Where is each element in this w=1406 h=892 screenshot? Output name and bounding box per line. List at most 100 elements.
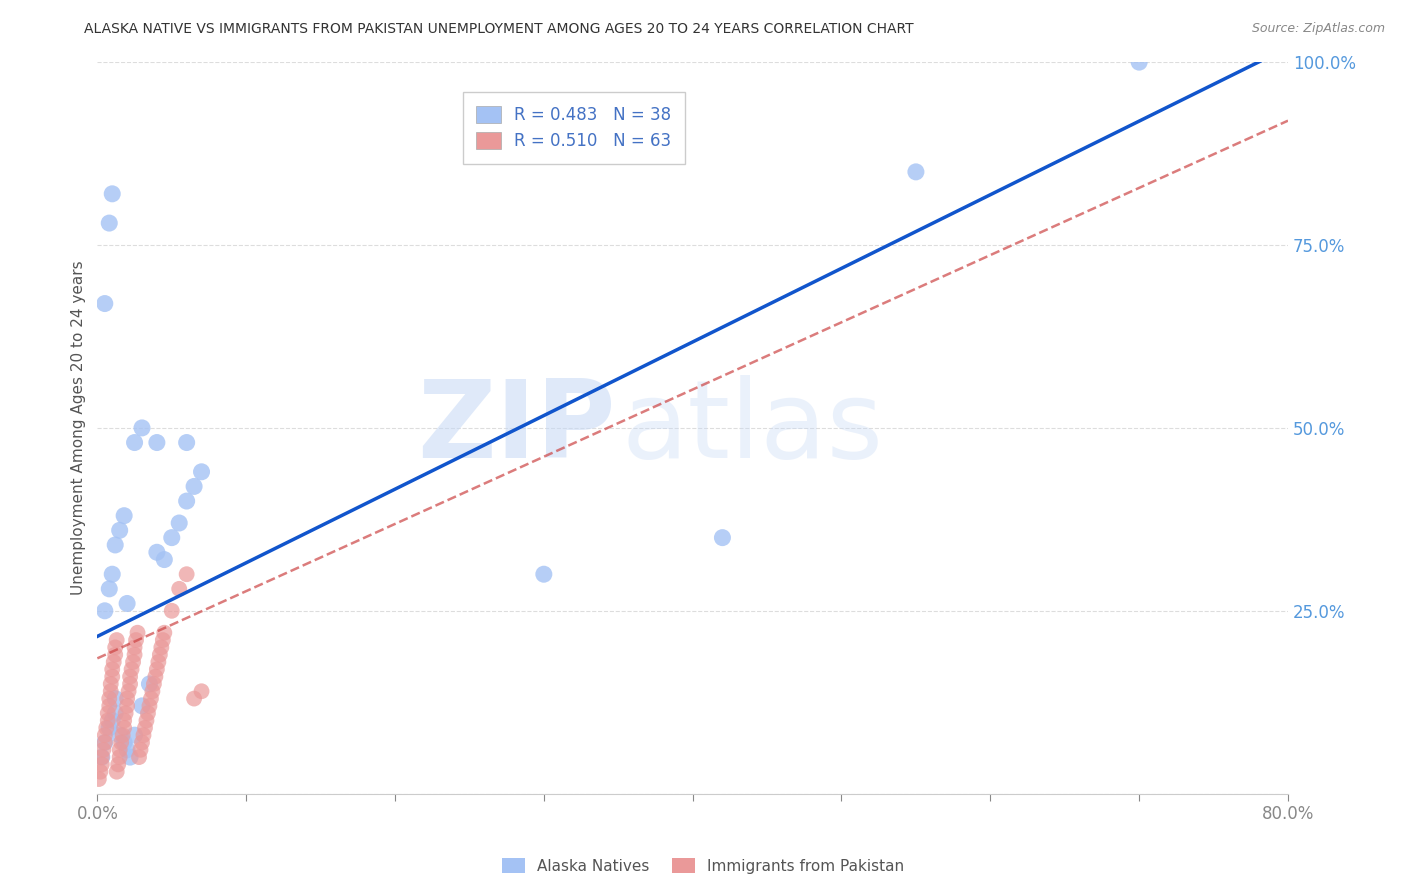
Text: atlas: atlas bbox=[621, 375, 883, 481]
Point bbox=[107, 757, 129, 772]
Point bbox=[108, 750, 131, 764]
Point bbox=[142, 677, 165, 691]
Point bbox=[136, 706, 159, 721]
Point bbox=[98, 721, 121, 735]
Point bbox=[101, 714, 124, 728]
Point bbox=[167, 516, 190, 530]
Y-axis label: Unemployment Among Ages 20 to 24 years: Unemployment Among Ages 20 to 24 years bbox=[72, 260, 86, 595]
Point bbox=[98, 582, 121, 596]
Point bbox=[87, 772, 110, 786]
Point bbox=[108, 728, 131, 742]
Point bbox=[141, 684, 163, 698]
Text: ZIP: ZIP bbox=[416, 375, 616, 481]
Point bbox=[104, 648, 127, 662]
Point bbox=[146, 545, 169, 559]
Point bbox=[146, 435, 169, 450]
Point bbox=[121, 662, 143, 676]
Point bbox=[114, 706, 136, 721]
Point bbox=[145, 670, 167, 684]
Point bbox=[128, 750, 150, 764]
Point bbox=[183, 479, 205, 493]
Legend: R = 0.483   N = 38, R = 0.510   N = 63: R = 0.483 N = 38, R = 0.510 N = 63 bbox=[463, 93, 685, 164]
Point bbox=[94, 735, 117, 749]
Point bbox=[138, 698, 160, 713]
Point bbox=[131, 735, 153, 749]
Point bbox=[100, 677, 122, 691]
Point bbox=[115, 698, 138, 713]
Legend: Alaska Natives, Immigrants from Pakistan: Alaska Natives, Immigrants from Pakistan bbox=[495, 852, 911, 880]
Point bbox=[117, 684, 139, 698]
Point bbox=[104, 538, 127, 552]
Point bbox=[127, 625, 149, 640]
Point bbox=[120, 677, 142, 691]
Point bbox=[98, 216, 121, 230]
Point bbox=[105, 764, 128, 779]
Point bbox=[115, 743, 138, 757]
Point bbox=[101, 186, 124, 201]
Point bbox=[904, 165, 927, 179]
Point bbox=[135, 714, 157, 728]
Point bbox=[1128, 55, 1150, 70]
Point bbox=[100, 684, 122, 698]
Point bbox=[112, 721, 135, 735]
Point bbox=[112, 735, 135, 749]
Point bbox=[129, 743, 152, 757]
Point bbox=[176, 567, 198, 582]
Point bbox=[131, 421, 153, 435]
Point bbox=[176, 494, 198, 508]
Point bbox=[97, 714, 120, 728]
Point bbox=[131, 698, 153, 713]
Point bbox=[152, 633, 174, 648]
Text: Source: ZipAtlas.com: Source: ZipAtlas.com bbox=[1251, 22, 1385, 36]
Point bbox=[711, 531, 734, 545]
Point bbox=[94, 728, 117, 742]
Point bbox=[160, 531, 183, 545]
Point bbox=[101, 567, 124, 582]
Point bbox=[190, 684, 212, 698]
Point bbox=[97, 706, 120, 721]
Point bbox=[124, 648, 146, 662]
Point bbox=[112, 714, 135, 728]
Point bbox=[167, 582, 190, 596]
Point bbox=[94, 604, 117, 618]
Point bbox=[149, 648, 172, 662]
Point bbox=[132, 728, 155, 742]
Point bbox=[101, 670, 124, 684]
Point bbox=[176, 435, 198, 450]
Point bbox=[101, 662, 124, 676]
Point bbox=[122, 655, 145, 669]
Point bbox=[124, 640, 146, 655]
Point bbox=[110, 735, 132, 749]
Point bbox=[150, 640, 173, 655]
Point bbox=[103, 655, 125, 669]
Point bbox=[124, 728, 146, 742]
Point bbox=[139, 691, 162, 706]
Point bbox=[120, 750, 142, 764]
Text: ALASKA NATIVE VS IMMIGRANTS FROM PAKISTAN UNEMPLOYMENT AMONG AGES 20 TO 24 YEARS: ALASKA NATIVE VS IMMIGRANTS FROM PAKISTA… bbox=[84, 22, 914, 37]
Point bbox=[146, 662, 169, 676]
Point bbox=[90, 750, 112, 764]
Point bbox=[89, 764, 111, 779]
Point bbox=[115, 691, 138, 706]
Point bbox=[104, 640, 127, 655]
Point bbox=[96, 721, 118, 735]
Point bbox=[120, 670, 142, 684]
Point bbox=[533, 567, 555, 582]
Point bbox=[94, 735, 117, 749]
Point bbox=[111, 728, 134, 742]
Point bbox=[125, 633, 148, 648]
Point bbox=[90, 757, 112, 772]
Point bbox=[153, 552, 176, 566]
Point bbox=[190, 465, 212, 479]
Point bbox=[108, 524, 131, 538]
Point bbox=[160, 604, 183, 618]
Point bbox=[183, 691, 205, 706]
Point bbox=[108, 743, 131, 757]
Point bbox=[153, 625, 176, 640]
Point bbox=[104, 691, 127, 706]
Point bbox=[115, 597, 138, 611]
Point bbox=[105, 633, 128, 648]
Point bbox=[90, 750, 112, 764]
Point bbox=[138, 677, 160, 691]
Point bbox=[94, 296, 117, 310]
